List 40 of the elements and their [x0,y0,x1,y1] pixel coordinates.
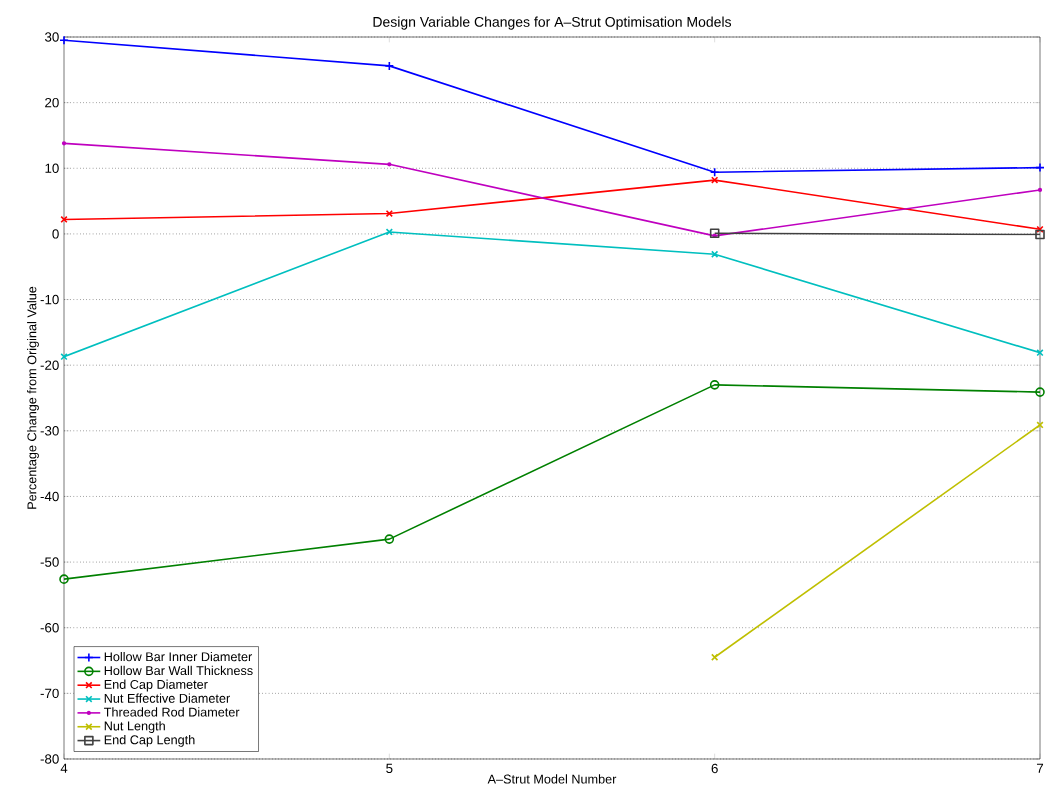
point [59,574,69,584]
y-tick-label: 20 [45,97,59,108]
point [387,162,392,167]
y-tick-label: 0 [52,229,59,239]
x-tick-label: 4 [60,763,68,773]
point [1037,187,1043,193]
point [384,534,395,544]
y-tick-label: -40 [40,491,59,502]
y-tick-label: -70 [40,688,59,699]
point [709,380,720,390]
point [61,141,67,146]
point [1035,387,1045,397]
legend-label: Hollow Bar Inner Diameter [104,651,253,662]
legend-label: End Cap Diameter [104,679,208,692]
x-axis-title: A–Strut Model Number [487,774,617,784]
chart-title: Design Variable Changes for A–Strut Optimisation Models [373,16,732,30]
y-tick-label: -20 [40,360,59,370]
point [709,228,720,239]
legend-label: Nut Effective Diameter [104,693,230,703]
x-tick-label: 6 [711,763,718,774]
x-tick-label: 5 [386,763,393,773]
legend-label: Threaded Rod Diameter [104,707,240,717]
point [711,653,719,661]
x-tick-label: 7 [1036,763,1044,773]
point [59,35,69,46]
y-axis-title: Percentage Change from Original Value [27,286,39,509]
point [1036,421,1044,429]
legend-label: Nut Length [104,721,165,733]
y-tick-label: -80 [40,754,59,764]
y-tick-label: 10 [45,163,59,173]
legend-label: End Cap Length [104,734,195,747]
point [1035,229,1045,240]
y-tick-label: 30 [44,32,59,42]
y-tick-label: -60 [40,623,59,633]
y-tick-label: -30 [40,426,59,436]
y-tick-label: -50 [40,557,59,567]
y-tick-label: -10 [40,294,59,305]
point [711,250,719,258]
point [385,209,393,218]
legend-label: Hollow Bar Wall Thickness [104,665,253,676]
